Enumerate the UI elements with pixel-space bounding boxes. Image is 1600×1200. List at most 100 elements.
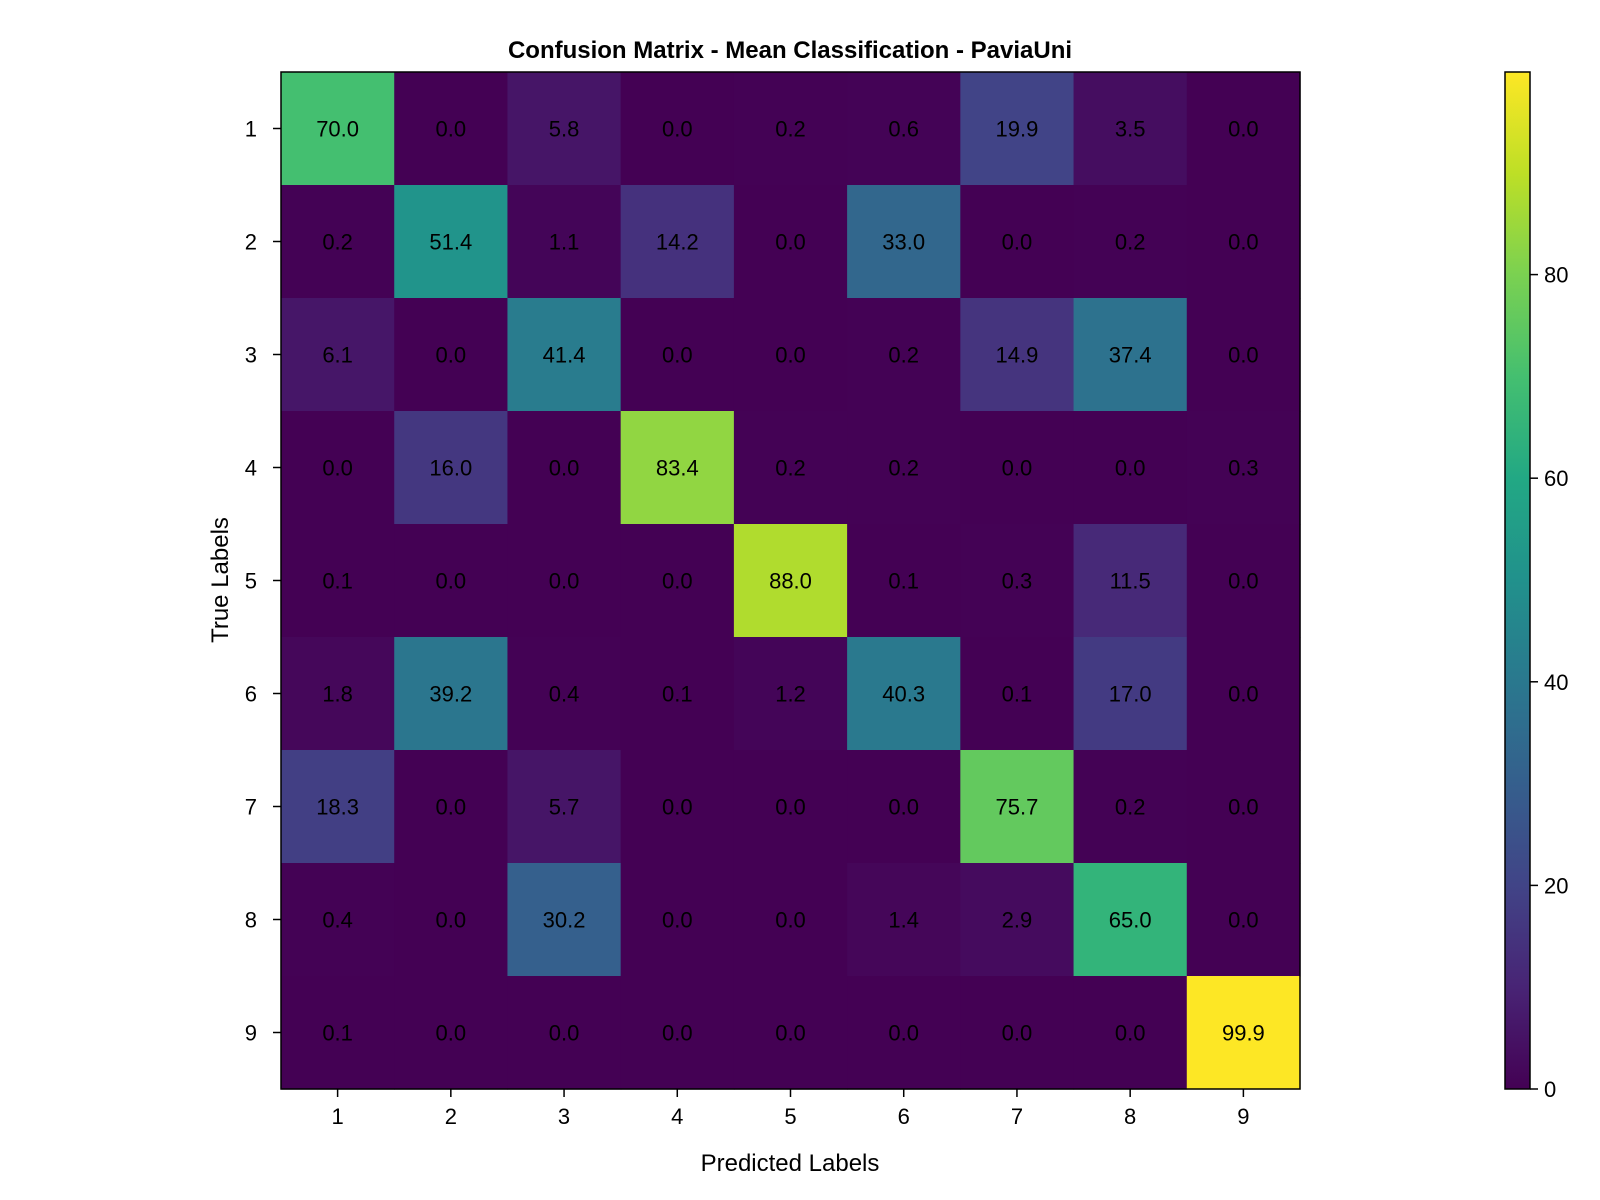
chart-title: Confusion Matrix - Mean Classification -…: [508, 37, 1072, 64]
colorbar-tick-label: 0: [1544, 1077, 1556, 1102]
heatmap-cell: [620, 637, 735, 751]
y-tick-label: 7: [245, 795, 257, 820]
x-axis-label: Predicted Labels: [701, 1150, 880, 1177]
cell-value-label: 0.0: [436, 1021, 467, 1046]
heatmap-cell: [507, 72, 622, 186]
heatmap-cell: [847, 185, 961, 299]
heatmap-cell: [507, 863, 622, 977]
cell-value-label: 0.0: [775, 343, 806, 368]
cell-value-label: 75.7: [996, 795, 1039, 820]
heatmap-cell: [394, 411, 509, 525]
cell-value-label: 0.0: [1002, 1021, 1033, 1046]
cell-value-label: 0.1: [322, 1021, 353, 1046]
colorbar-tick-label: 20: [1544, 873, 1568, 898]
cell-value-label: 0.0: [662, 795, 693, 820]
heatmap-cell: [1186, 185, 1301, 299]
cell-value-label: 1.4: [888, 908, 919, 933]
cell-value-label: 0.0: [1228, 795, 1259, 820]
cell-value-label: 0.0: [1228, 230, 1259, 255]
cell-value-label: 3.5: [1115, 117, 1146, 142]
cell-value-label: 0.0: [549, 456, 580, 481]
cell-value-label: 70.0: [316, 117, 359, 142]
cell-value-label: 65.0: [1109, 908, 1152, 933]
heatmap-cell: [507, 637, 622, 751]
heatmap-cell: [960, 72, 1075, 186]
cell-value-label: 5.7: [549, 795, 580, 820]
heatmap-cell: [847, 637, 961, 751]
cell-value-label: 0.0: [1228, 569, 1259, 594]
cell-value-label: 0.0: [775, 230, 806, 255]
heatmap-cell: [960, 976, 1075, 1090]
heatmap-cell: [847, 750, 961, 864]
cell-value-label: 0.0: [1002, 456, 1033, 481]
heatmap-cell: [1186, 411, 1301, 525]
heatmap-cell: [960, 750, 1075, 864]
cell-value-label: 40.3: [882, 682, 925, 707]
colorbar-ticks: 0 20 40 60 80: [1530, 263, 1568, 1102]
cell-value-label: 0.0: [1115, 1021, 1146, 1046]
heatmap-cell: [733, 72, 848, 186]
cell-value-label: 18.3: [316, 795, 359, 820]
cell-value-label: 0.0: [436, 795, 467, 820]
cell-value-label: 14.9: [996, 343, 1039, 368]
cell-value-label: 0.0: [662, 343, 693, 368]
x-tick-label: 6: [898, 1104, 910, 1129]
heatmap-cell: [1186, 976, 1301, 1090]
heatmap-cell: [281, 750, 395, 864]
cell-value-label: 0.0: [436, 569, 467, 594]
cell-value-label: 0.2: [888, 456, 919, 481]
cell-value-label: 0.0: [549, 569, 580, 594]
cell-value-label: 0.0: [1228, 117, 1259, 142]
heatmap-cell: [1186, 298, 1301, 412]
heatmap-cell: [847, 524, 961, 638]
y-tick-label: 9: [245, 1021, 257, 1046]
cell-value-label: 6.1: [322, 343, 353, 368]
colorbar-tick-label: 60: [1544, 466, 1568, 491]
heatmap-cell: [394, 185, 509, 299]
heatmap-cell: [620, 72, 735, 186]
heatmap-cell: [960, 637, 1075, 751]
cell-value-label: 0.0: [436, 908, 467, 933]
cell-value-label: 0.0: [662, 1021, 693, 1046]
cell-value-label: 0.2: [775, 117, 806, 142]
heatmap-cell: [281, 637, 395, 751]
y-tick-label: 8: [245, 908, 257, 933]
heatmap-cell: [281, 524, 395, 638]
heatmap-cell: [1073, 185, 1188, 299]
heatmap-cell: [960, 524, 1075, 638]
cell-value-label: 0.2: [775, 456, 806, 481]
heatmap-cell: [1073, 524, 1188, 638]
x-tick-label: 1: [331, 1104, 343, 1129]
cell-value-label: 0.0: [662, 569, 693, 594]
heatmap-cell: [847, 976, 961, 1090]
heatmap-cell: [1073, 750, 1188, 864]
cell-value-label: 0.2: [1115, 230, 1146, 255]
x-axis: 1 2 3 4 5 6 7 8 9: [331, 1089, 1250, 1129]
cell-value-label: 0.0: [1228, 908, 1259, 933]
x-tick-label: 5: [784, 1104, 796, 1129]
heatmap-cell: [960, 185, 1075, 299]
heatmap-cell: [733, 524, 848, 638]
x-tick-label: 9: [1237, 1104, 1249, 1129]
heatmap-cell: [847, 863, 961, 977]
cell-value-label: 0.0: [775, 1021, 806, 1046]
heatmap-cell: [620, 524, 735, 638]
x-tick-label: 4: [671, 1104, 683, 1129]
y-tick-label: 4: [245, 456, 257, 481]
heatmap-cell: [1186, 863, 1301, 977]
x-tick-label: 7: [1011, 1104, 1023, 1129]
x-tick-label: 3: [558, 1104, 570, 1129]
heatmap-cell: [733, 976, 848, 1090]
y-tick-label: 5: [245, 569, 257, 594]
heatmap-cell: [281, 863, 395, 977]
heatmap-cell: [960, 411, 1075, 525]
cell-value-label: 51.4: [429, 230, 472, 255]
heatmap-cell: [507, 524, 622, 638]
cell-value-label: 16.0: [429, 456, 472, 481]
heatmap-cell: [1186, 524, 1301, 638]
heatmap-cell: [847, 72, 961, 186]
cell-value-label: 33.0: [882, 230, 925, 255]
cell-value-label: 0.0: [1228, 343, 1259, 368]
colorbar: [1504, 71, 1531, 1090]
heatmap-cell: [281, 72, 395, 186]
